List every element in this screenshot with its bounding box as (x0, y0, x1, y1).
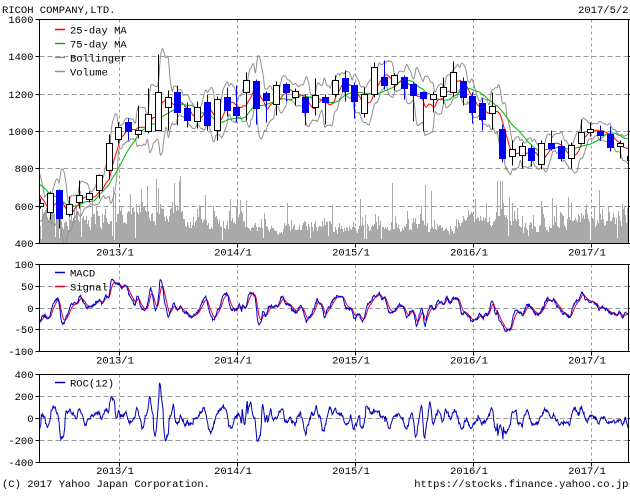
svg-text:2017/5/2: 2017/5/2 (578, 5, 628, 17)
svg-text:0: 0 (27, 414, 33, 426)
svg-text:1200: 1200 (8, 90, 33, 102)
svg-text:100: 100 (15, 260, 34, 272)
svg-text:2017/1: 2017/1 (568, 466, 606, 478)
svg-text:Volume: Volume (70, 67, 108, 79)
svg-text:https://stocks.finance.yahoo.c: https://stocks.finance.yahoo.co.jp (414, 479, 628, 491)
svg-text:2016/1: 2016/1 (450, 248, 488, 260)
svg-text:600: 600 (15, 202, 34, 214)
svg-text:200: 200 (15, 392, 34, 404)
svg-text:2014/1: 2014/1 (214, 466, 252, 478)
svg-text:2013/1: 2013/1 (96, 466, 134, 478)
svg-text:75-day MA: 75-day MA (70, 39, 127, 51)
svg-text:2014/1: 2014/1 (214, 248, 252, 260)
svg-text:(C) 2017 Yahoo Japan Corporati: (C) 2017 Yahoo Japan Corporation. (2, 479, 210, 491)
svg-text:-200: -200 (8, 436, 33, 448)
svg-text:0: 0 (27, 304, 33, 316)
svg-text:2016/1: 2016/1 (450, 356, 488, 368)
svg-text:2013/1: 2013/1 (96, 356, 134, 368)
svg-text:2013/1: 2013/1 (96, 248, 134, 260)
svg-text:-50: -50 (15, 325, 34, 337)
svg-text:-100: -100 (8, 347, 33, 359)
svg-text:2016/1: 2016/1 (450, 466, 488, 478)
svg-text:400: 400 (15, 239, 34, 251)
svg-text:-400: -400 (8, 458, 33, 470)
svg-text:MACD: MACD (70, 268, 95, 280)
svg-text:1400: 1400 (8, 52, 33, 64)
svg-text:400: 400 (15, 370, 34, 382)
svg-text:2014/1: 2014/1 (214, 356, 252, 368)
svg-text:Signal: Signal (70, 282, 108, 294)
svg-text:2017/1: 2017/1 (568, 356, 606, 368)
svg-text:800: 800 (15, 164, 34, 176)
svg-text:25-day MA: 25-day MA (70, 25, 127, 37)
svg-text:ROC(12): ROC(12) (70, 378, 114, 390)
svg-text:2015/1: 2015/1 (332, 356, 370, 368)
svg-text:1000: 1000 (8, 127, 33, 139)
svg-text:2017/1: 2017/1 (568, 248, 606, 260)
svg-text:50: 50 (21, 282, 34, 294)
svg-text:Bollinger: Bollinger (70, 53, 127, 65)
svg-text:2015/1: 2015/1 (332, 466, 370, 478)
svg-text:RICOH COMPANY,LTD.: RICOH COMPANY,LTD. (2, 5, 115, 17)
svg-text:2015/1: 2015/1 (332, 248, 370, 260)
